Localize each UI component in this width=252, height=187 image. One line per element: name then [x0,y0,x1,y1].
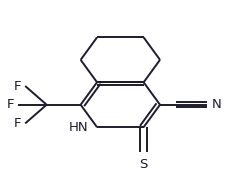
Text: N: N [212,98,222,111]
Text: S: S [139,158,148,171]
Text: F: F [14,117,21,130]
Text: F: F [14,79,21,93]
Text: HN: HN [69,121,89,134]
Text: F: F [6,98,14,111]
